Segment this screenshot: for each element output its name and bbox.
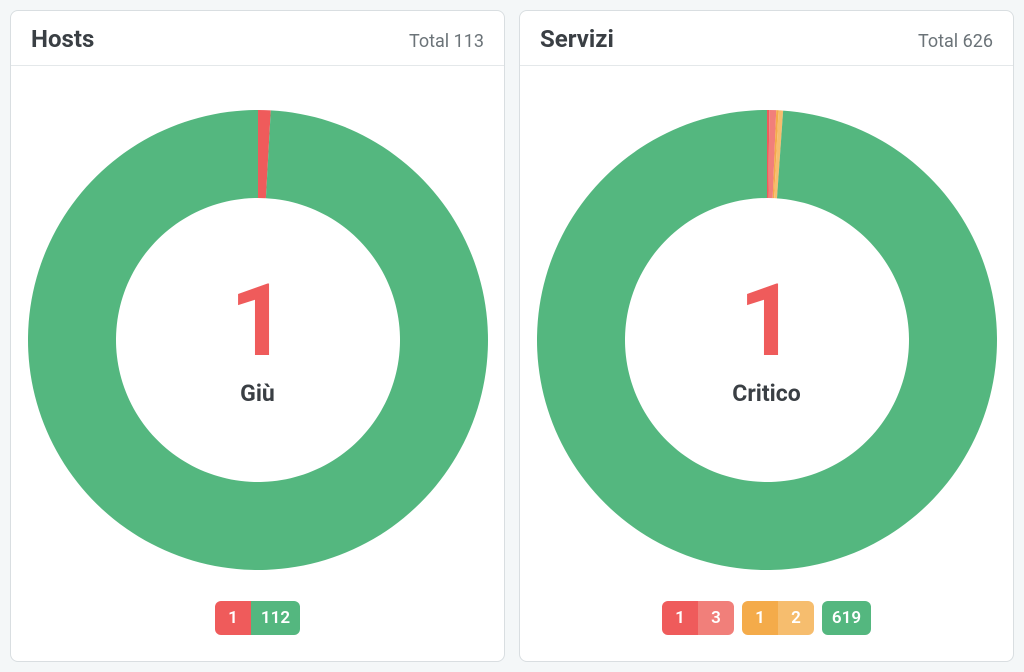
donut-chart[interactable] — [537, 110, 997, 570]
legend-groups: 1312619 — [662, 601, 871, 635]
chart-area: 1 Giù — [11, 66, 504, 601]
legend-badge[interactable]: 3 — [698, 601, 734, 635]
legend-badge[interactable]: 1 — [215, 601, 251, 635]
legend-badge[interactable]: 1 — [742, 601, 778, 635]
card-total: Total 113 — [409, 31, 484, 52]
legend-groups: 1112 — [215, 601, 300, 635]
card-header: Hosts Total 113 — [11, 11, 504, 66]
legend-area: 1312619 — [520, 601, 1013, 661]
legend-badge[interactable]: 1 — [662, 601, 698, 635]
legend-badge[interactable]: 2 — [778, 601, 814, 635]
dashboard: Hosts Total 113 1 Giù 1112 Servizi Total… — [10, 10, 1014, 662]
card-title: Hosts — [31, 25, 94, 53]
legend-area: 1112 — [11, 601, 504, 661]
card-title: Servizi — [540, 25, 614, 53]
legend-badge-group: 1112 — [215, 601, 300, 635]
legend-badge[interactable]: 112 — [251, 601, 300, 635]
donut-slice[interactable] — [537, 110, 997, 570]
chart-area: 1 Critico — [520, 66, 1013, 601]
card-header: Servizi Total 626 — [520, 11, 1013, 66]
card-servizi: Servizi Total 626 1 Critico 1312619 — [519, 10, 1014, 662]
legend-badge-group: 619 — [822, 601, 871, 635]
legend-badge-group: 13 — [662, 601, 734, 635]
donut-chart[interactable] — [28, 110, 488, 570]
donut-wrap: 1 Critico — [537, 110, 997, 570]
donut-wrap: 1 Giù — [28, 110, 488, 570]
card-hosts: Hosts Total 113 1 Giù 1112 — [10, 10, 505, 662]
legend-badge[interactable]: 619 — [822, 601, 871, 635]
donut-slice[interactable] — [28, 110, 488, 570]
legend-badge-group: 12 — [742, 601, 814, 635]
card-total: Total 626 — [918, 31, 993, 52]
